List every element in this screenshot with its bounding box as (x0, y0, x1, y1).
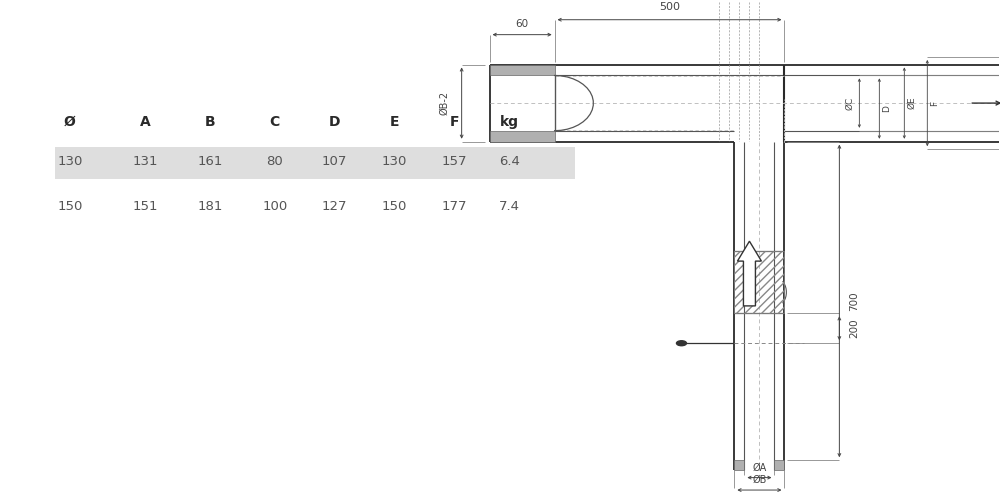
Bar (490, 130, 555, 141)
Text: 700: 700 (849, 291, 859, 310)
Text: 181: 181 (197, 200, 223, 213)
Text: F: F (450, 114, 459, 128)
Text: 127: 127 (322, 200, 347, 213)
Bar (774, 460, 784, 470)
Text: 7.4: 7.4 (499, 200, 520, 213)
Text: 150: 150 (57, 200, 83, 213)
Text: F: F (930, 100, 939, 105)
Text: ØA: ØA (752, 462, 767, 472)
Text: kg: kg (500, 114, 519, 128)
Text: ØB: ØB (752, 475, 767, 485)
Text: 151: 151 (132, 200, 158, 213)
Text: 150: 150 (382, 200, 407, 213)
Text: 177: 177 (442, 200, 467, 213)
Text: 500: 500 (659, 2, 680, 12)
Text: D: D (329, 114, 340, 128)
Text: 131: 131 (132, 155, 158, 168)
Bar (490, 64, 555, 76)
Text: 130: 130 (382, 155, 407, 168)
Bar (55, 146, 575, 179)
Text: ØB-2: ØB-2 (440, 91, 450, 115)
Text: 80: 80 (266, 155, 283, 168)
Text: E: E (390, 114, 399, 128)
Text: 107: 107 (322, 155, 347, 168)
Polygon shape (737, 241, 761, 306)
Bar (734, 251, 784, 314)
Bar (734, 460, 744, 470)
Text: B: B (205, 114, 215, 128)
Text: ØE: ØE (907, 97, 916, 110)
Text: 161: 161 (197, 155, 223, 168)
Text: ØC: ØC (845, 96, 854, 110)
Text: 200: 200 (849, 318, 859, 338)
Text: C: C (270, 114, 280, 128)
Text: 130: 130 (57, 155, 83, 168)
Text: 157: 157 (442, 155, 467, 168)
Circle shape (676, 340, 686, 345)
Text: D: D (882, 105, 891, 112)
Text: Ø: Ø (64, 114, 76, 128)
Text: 6.4: 6.4 (499, 155, 520, 168)
Text: A: A (140, 114, 150, 128)
Text: 100: 100 (262, 200, 287, 213)
Text: 60: 60 (516, 18, 529, 28)
